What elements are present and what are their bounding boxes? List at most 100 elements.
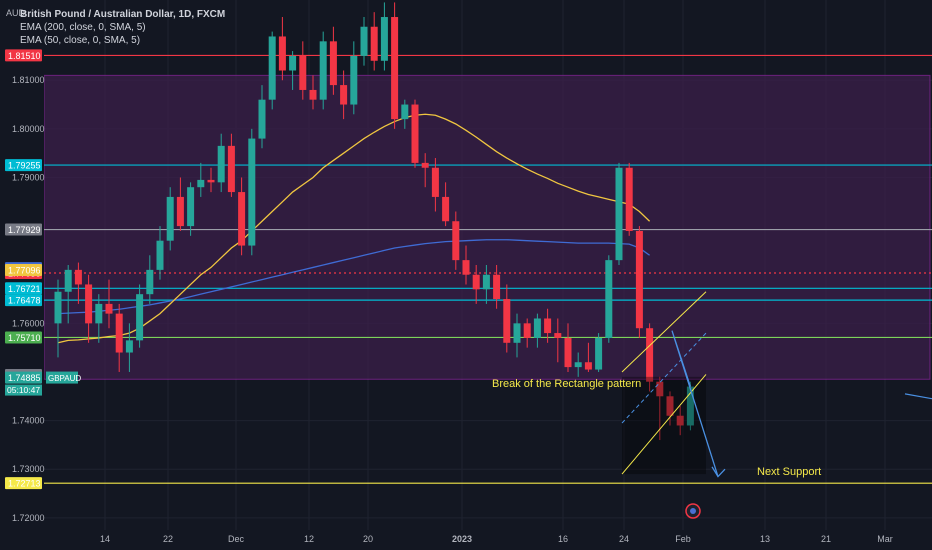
candle-body <box>289 55 297 71</box>
time-axis[interactable]: 14 22 Dec 12 20 2023 16 24 Feb 13 21 Mar <box>0 530 932 550</box>
candle <box>523 318 531 348</box>
level-price-label-bg <box>5 159 42 172</box>
candle <box>625 162 633 236</box>
candle <box>258 85 266 149</box>
candle <box>554 318 562 363</box>
ema-200-legend[interactable]: EMA (200, close, 0, SMA, 5) <box>20 22 146 33</box>
candle-body <box>380 17 388 61</box>
level-price-label-bg <box>5 223 42 236</box>
time-tick-label: 20 <box>363 534 373 544</box>
candle <box>227 133 235 197</box>
level-price-label-bg <box>5 477 42 490</box>
candle <box>615 162 623 265</box>
candle <box>584 342 592 372</box>
candle-body <box>309 89 317 100</box>
candle <box>166 187 174 251</box>
candle-body <box>391 17 399 120</box>
candle-body <box>136 294 144 341</box>
currency-label: AUD <box>6 8 26 18</box>
candle-body <box>554 333 562 338</box>
candle-body <box>431 167 439 197</box>
candle <box>380 2 388 71</box>
candle-body <box>95 303 103 324</box>
candle-body <box>370 26 378 61</box>
candle <box>238 177 246 256</box>
candle <box>676 406 684 436</box>
candle <box>421 153 429 188</box>
candle-body <box>686 386 694 426</box>
price-label: 1.77096 <box>8 266 41 276</box>
candle <box>503 284 511 353</box>
candle-body <box>350 55 358 105</box>
candle <box>278 17 286 81</box>
edge-arrow <box>904 393 932 400</box>
chart-legend[interactable]: British Pound / Australian Dollar, 1D, F… <box>20 8 225 47</box>
candle-body <box>319 41 327 100</box>
candle-body <box>666 396 674 416</box>
candle-body <box>513 323 521 343</box>
level-price-label: 1.77929 <box>8 225 41 235</box>
candle <box>85 274 93 343</box>
candle-body <box>482 274 490 290</box>
countdown-bg <box>5 384 42 396</box>
candle <box>340 70 348 120</box>
candle-body <box>227 145 235 193</box>
candle <box>452 211 460 270</box>
candle <box>95 294 103 343</box>
candle <box>442 182 450 227</box>
channel-upper <box>621 291 707 373</box>
candle <box>329 26 337 95</box>
candle-body <box>472 274 480 290</box>
level-price-label-bg <box>5 282 42 295</box>
candle-body <box>207 179 215 183</box>
candle-body <box>238 192 246 246</box>
ema-50-legend[interactable]: EMA (50, close, 0, SMA, 5) <box>20 35 141 46</box>
candle <box>605 255 613 343</box>
candle-body <box>605 260 613 338</box>
event-icon[interactable] <box>685 503 701 519</box>
candle <box>411 99 419 168</box>
price-label-bg <box>5 371 42 384</box>
candle <box>217 133 225 193</box>
candle-body <box>574 362 582 368</box>
price-axis[interactable]: 1.72000 1.73000 1.74000 1.76000 1.79000 1.800… <box>0 0 81 550</box>
time-tick-label: Dec <box>228 534 245 544</box>
candle <box>299 41 307 100</box>
candle <box>401 99 409 129</box>
channel-lower <box>621 374 707 475</box>
price-tick-label: 1.79000 <box>12 172 45 182</box>
symbol-title[interactable]: British Pound / Australian Dollar, 1D, F… <box>20 9 226 20</box>
candle <box>115 303 123 372</box>
candle-body <box>503 299 511 343</box>
candle-body <box>146 269 154 295</box>
price-label-bg <box>5 264 42 277</box>
candle-body <box>421 162 429 168</box>
level-price-label-bg <box>5 331 42 344</box>
candle <box>197 162 205 197</box>
time-tick-label: 2023 <box>452 534 472 544</box>
candle-body <box>85 284 93 324</box>
projection-arrow <box>671 330 719 477</box>
candle-body <box>564 337 572 368</box>
candle <box>513 313 521 358</box>
candle-body <box>64 269 72 292</box>
candle-body <box>462 260 470 275</box>
price-tick-label: 1.80000 <box>12 124 45 134</box>
price-tick-label: 1.74000 <box>12 416 45 426</box>
arrow-head <box>711 466 726 478</box>
candle <box>493 265 501 309</box>
support-annotation: Next Support <box>757 466 821 478</box>
level-price-label: 1.76478 <box>8 296 41 306</box>
time-tick-label: 16 <box>558 534 568 544</box>
candle <box>391 2 399 129</box>
candle-body <box>615 167 623 261</box>
price-tick-label: 1.76000 <box>12 318 45 328</box>
level-price-label: 1.75710 <box>8 333 41 343</box>
candle-body <box>442 196 450 222</box>
candle-body <box>166 196 174 241</box>
candle <box>431 158 439 212</box>
ema-lines <box>57 113 651 344</box>
candle <box>482 265 490 304</box>
level-price-label: 1.79255 <box>8 161 41 171</box>
